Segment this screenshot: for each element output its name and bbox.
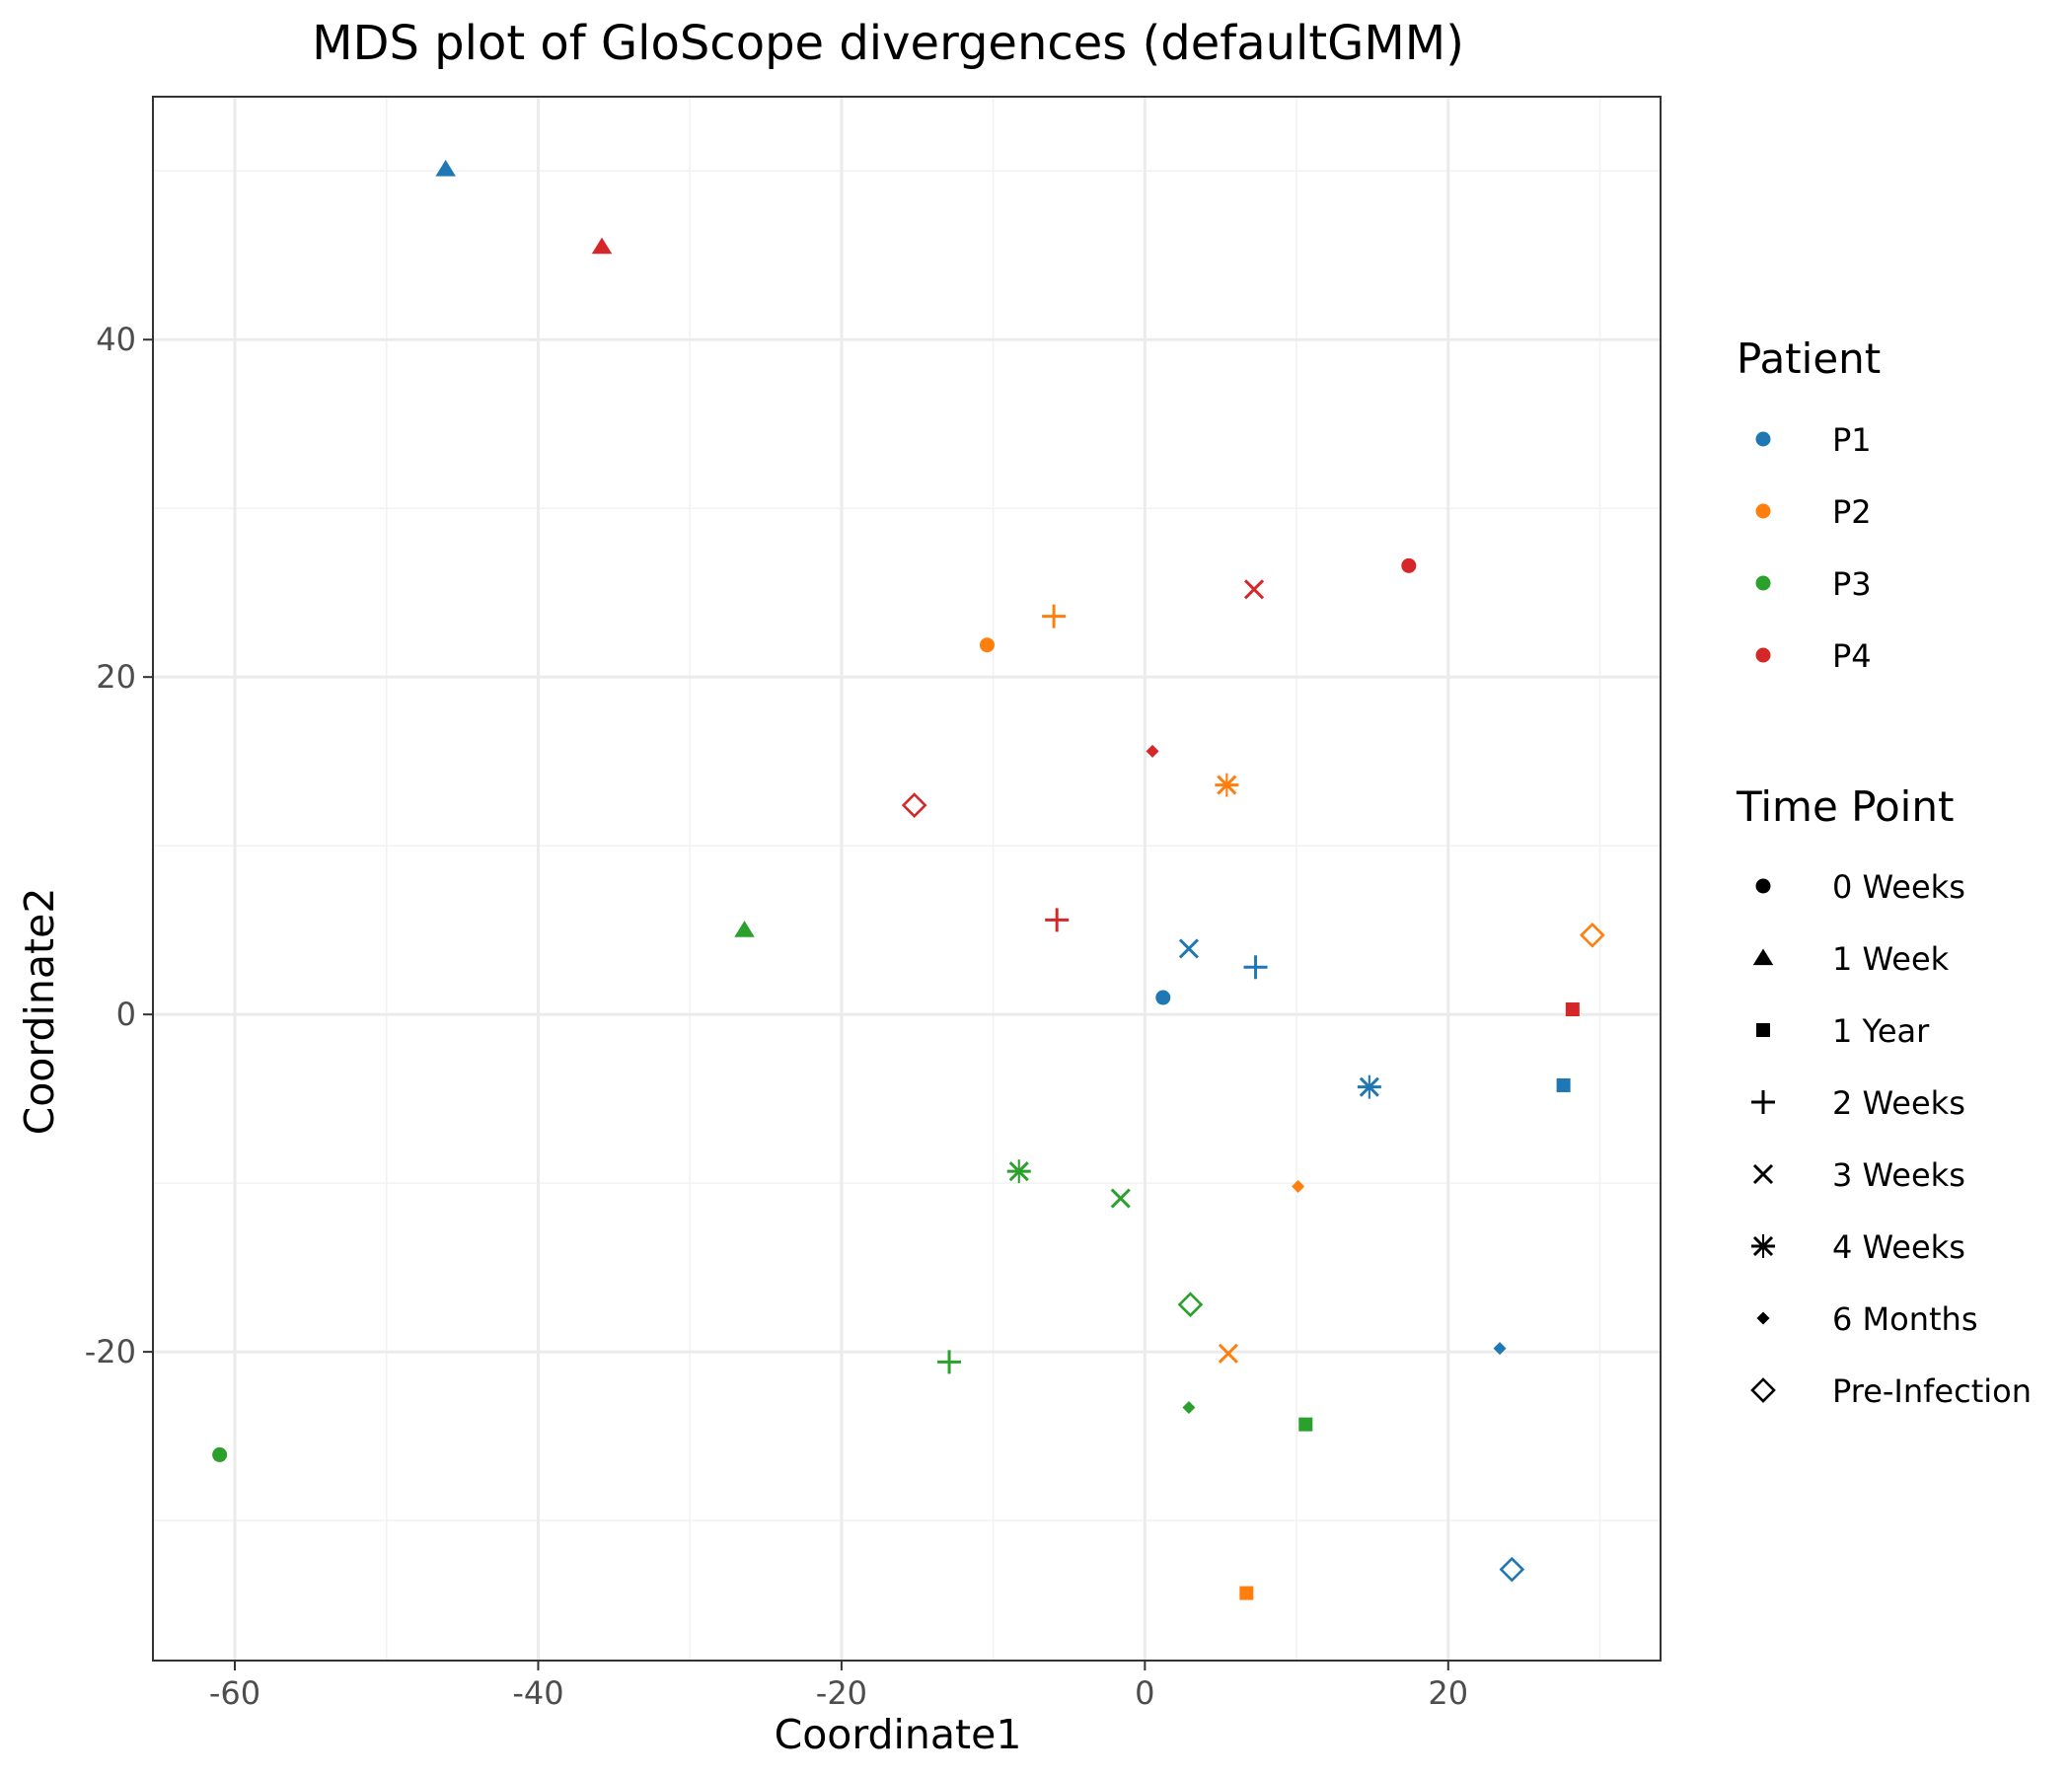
point-p4-2-weeks [1045,908,1070,932]
point-p4-3-weeks [1243,579,1265,600]
legend-label-1-week: 1 Week [1832,940,1950,978]
point-p4-0-weeks [1401,557,1417,573]
point-p1-6-months [1493,1342,1507,1356]
point-p1-2-weeks [1243,955,1268,980]
legend-key-2-weeks [1751,1090,1775,1114]
point-p3-4-weeks [1006,1159,1031,1184]
y-tick-label: 40 [96,321,136,358]
x-axis-title: Coordinate1 [775,1711,1022,1758]
legend-key-p4 [1755,647,1771,663]
legend-label-2-weeks: 2 Weeks [1832,1084,1965,1122]
legend-label-1-year: 1 Year [1832,1012,1930,1050]
x-tick-label: -20 [816,1674,867,1712]
chart-title: MDS plot of GloScope divergences (defaul… [312,16,1464,71]
point-p1-4-weeks [1357,1074,1381,1099]
x-tick-label: 0 [1135,1674,1154,1712]
point-p1-1-year [1556,1077,1571,1092]
point-p1-3-weeks [1178,938,1199,959]
point-p4-1-week [591,237,613,255]
point-p2-3-weeks [1218,1343,1238,1364]
legend-key-p2 [1755,503,1771,519]
patient-legend-title: Patient [1737,334,1881,383]
timepoint-legend-title: Time Point [1736,782,1954,831]
legend-label-p2: P2 [1832,493,1872,531]
legend-key-pre-infection [1750,1377,1776,1403]
point-p3-0-weeks [212,1446,228,1462]
legend-label-p1: P1 [1832,421,1872,459]
point-p2-4-weeks [1215,773,1239,797]
legend-key-4-weeks [1751,1234,1775,1258]
legend-label-p3: P3 [1832,565,1872,603]
point-p1-0-weeks [1155,990,1171,1005]
point-p2-6-months [1292,1180,1305,1194]
legend-key-3-weeks [1752,1163,1774,1185]
legend-label-p4: P4 [1832,637,1872,675]
y-tick-label: -20 [85,1333,136,1370]
legend-label-4-weeks: 4 Weeks [1832,1228,1965,1266]
legend-key-6-months [1756,1311,1770,1325]
point-p4-1-year [1565,1002,1580,1017]
point-p3-1-week [734,921,755,937]
point-p3-3-weeks [1110,1188,1131,1209]
point-p3-6-months [1182,1401,1196,1415]
legend-key-1-year [1756,1023,1770,1037]
point-p2-1-year [1239,1586,1254,1600]
point-p4-pre-infection [901,792,927,818]
point-p4-6-months [1146,744,1159,758]
legend-key-p1 [1755,431,1771,447]
point-p3-2-weeks [937,1350,962,1374]
legend-label-6-months: 6 Months [1832,1300,1978,1338]
legend-key-0-weeks [1755,878,1771,894]
x-tick-label: -60 [209,1674,260,1712]
y-tick-label: 0 [116,996,136,1033]
y-axis-title: Coordinate2 [16,888,63,1136]
point-p1-1-week [435,160,456,177]
legend-key-1-week [1752,948,1774,966]
point-p2-pre-infection [1579,922,1605,948]
point-p3-1-year [1298,1417,1313,1432]
legend-label-pre-infection: Pre-Infection [1832,1372,2032,1410]
legend-label-3-weeks: 3 Weeks [1832,1156,1965,1194]
point-p2-0-weeks [979,637,995,653]
plot-panel [152,96,1662,1662]
point-p1-pre-infection [1499,1556,1525,1583]
point-p3-pre-infection [1177,1292,1204,1318]
x-tick-label: -40 [512,1674,563,1712]
point-p2-2-weeks [1042,604,1067,629]
legend-label-0-weeks: 0 Weeks [1832,868,1965,906]
x-tick-label: 20 [1428,1674,1468,1712]
y-tick-label: 20 [96,658,136,696]
legend-key-p3 [1755,575,1771,591]
